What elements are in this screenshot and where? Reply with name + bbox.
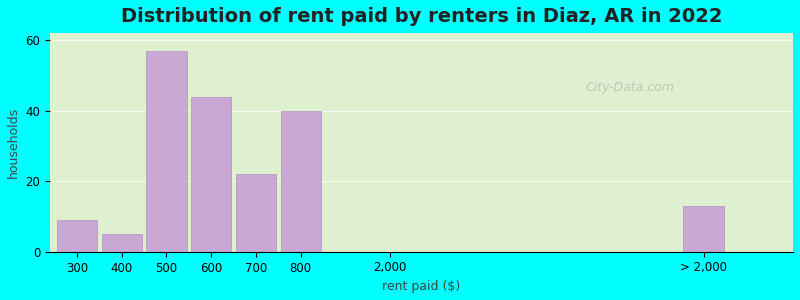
Bar [57, 220, 97, 252]
Bar [683, 206, 724, 252]
Bar [191, 97, 231, 252]
Bar [146, 51, 186, 252]
Text: City-Data.com: City-Data.com [585, 81, 674, 94]
X-axis label: rent paid ($): rent paid ($) [382, 280, 461, 293]
Bar [236, 174, 276, 252]
Y-axis label: households: households [7, 107, 20, 178]
Title: Distribution of rent paid by renters in Diaz, AR in 2022: Distribution of rent paid by renters in … [121, 7, 722, 26]
Bar [281, 111, 321, 252]
Bar [102, 234, 142, 252]
